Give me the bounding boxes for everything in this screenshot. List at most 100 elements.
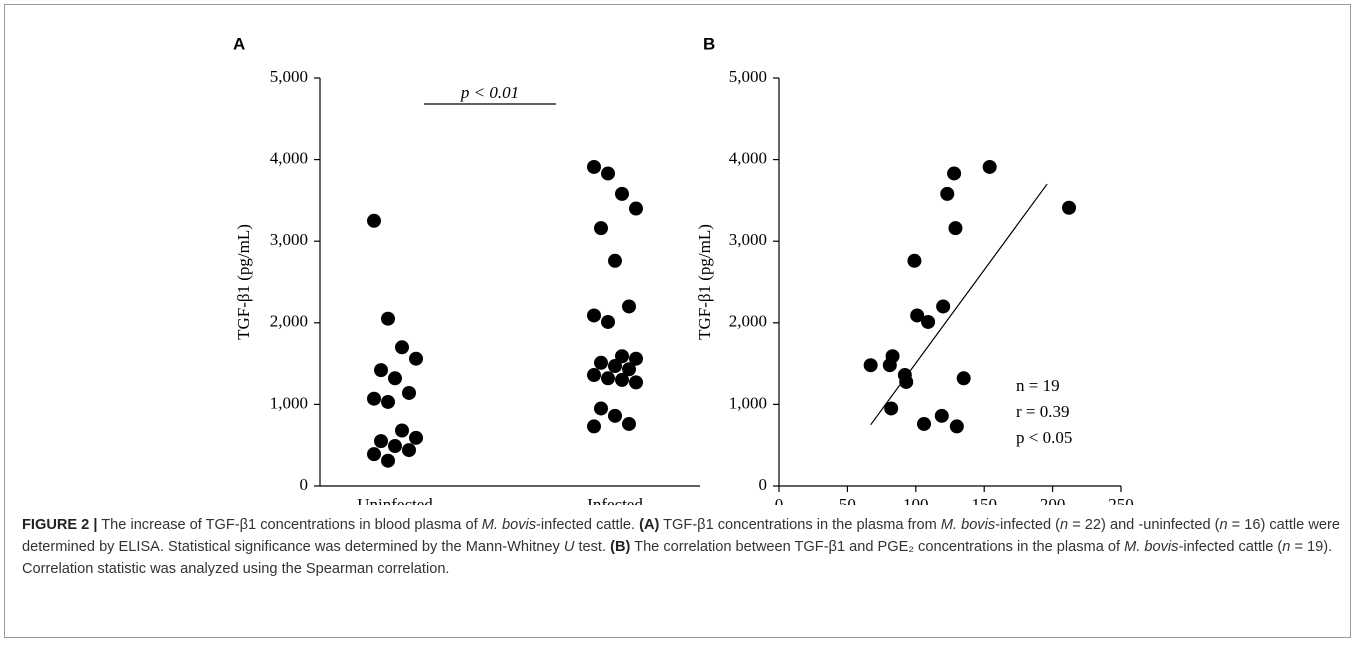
data-point <box>622 299 636 314</box>
y-tick-label: 1,000 <box>729 393 767 412</box>
y-tick-label: 4,000 <box>729 149 767 168</box>
data-point <box>615 372 629 387</box>
y-tick-label: 1,000 <box>270 393 308 412</box>
data-point <box>622 416 636 431</box>
data-point <box>982 159 997 174</box>
caption-text: = 22) and -uninfected ( <box>1068 517 1220 533</box>
caption-text: -infected cattle ( <box>1178 539 1283 555</box>
data-point <box>1062 200 1077 215</box>
data-point <box>956 371 971 386</box>
caption-text: The increase of TGF-β1 concentrations in… <box>97 517 482 533</box>
caption-text: -infected cattle. <box>536 517 640 533</box>
x-tick-label: 200 <box>1040 495 1066 505</box>
data-point <box>884 401 899 416</box>
significance-label: p < 0.01 <box>460 83 519 102</box>
data-point <box>367 447 381 462</box>
data-point <box>594 401 608 416</box>
data-point <box>622 362 636 377</box>
data-point <box>381 453 395 468</box>
data-point <box>367 391 381 406</box>
caption-text: n <box>1282 539 1291 555</box>
y-tick-label: 0 <box>759 475 768 494</box>
data-point <box>940 186 955 201</box>
data-point <box>863 358 878 373</box>
data-point <box>395 340 409 355</box>
caption-text: test. <box>574 539 611 555</box>
data-point <box>949 419 964 434</box>
data-point <box>402 385 416 400</box>
y-tick-label: 2,000 <box>729 312 767 331</box>
data-point <box>395 423 409 438</box>
caption-text: = 16) cattle were determined by ELISA. S… <box>22 517 1340 555</box>
data-point <box>608 359 622 374</box>
data-point <box>587 308 601 323</box>
y-axis-label: TGF-β1 (pg/mL) <box>695 224 714 340</box>
data-point <box>601 371 615 386</box>
caption-text: = 19). Correlation statistic was analyze… <box>22 539 1333 577</box>
y-tick-label: 5,000 <box>729 67 767 86</box>
data-point <box>615 186 629 201</box>
y-tick-label: 5,000 <box>270 67 308 86</box>
stat-annotation: p < 0.05 <box>1016 428 1072 447</box>
y-tick-label: 4,000 <box>270 149 308 168</box>
data-point <box>594 221 608 236</box>
data-point <box>921 314 936 329</box>
x-tick-label: 250 <box>1108 495 1134 505</box>
data-point <box>934 408 949 423</box>
data-point <box>381 394 395 409</box>
data-point <box>629 375 643 390</box>
y-tick-label: 2,000 <box>270 312 308 331</box>
data-point <box>629 201 643 216</box>
data-point <box>608 408 622 423</box>
data-point <box>374 434 388 449</box>
data-point <box>907 253 922 268</box>
x-tick-label: Infected <box>587 495 643 505</box>
data-point <box>388 439 402 454</box>
data-point <box>936 299 951 314</box>
data-point <box>587 159 601 174</box>
caption-text: (A) <box>639 517 660 533</box>
data-point <box>409 351 423 366</box>
y-tick-label: 3,000 <box>729 230 767 249</box>
data-point <box>388 371 402 386</box>
caption-text: n <box>1219 517 1228 533</box>
data-point <box>948 221 963 236</box>
chart: A 0 1,000 2,000 3,000 4,000 5,000 TGF-β1 (pg/mL… <box>233 34 1134 505</box>
caption-text: M. bovis <box>1124 539 1179 555</box>
data-point <box>381 311 395 326</box>
x-tick-label: 150 <box>971 495 997 505</box>
stat-annotation: r = 0.39 <box>1016 402 1070 421</box>
data-point <box>910 308 925 323</box>
data-point <box>899 374 914 389</box>
data-point <box>608 253 622 268</box>
x-tick-label: 100 <box>903 495 929 505</box>
caption-text: M. bovis <box>940 517 996 533</box>
caption-text: TGF-β1 concentrations in the plasma from <box>659 517 941 533</box>
data-point <box>587 368 601 383</box>
data-point <box>947 166 962 181</box>
caption-text: M. bovis <box>481 517 537 533</box>
caption-text: The correlation between TGF-β1 and PGE₂ … <box>630 539 1125 555</box>
panel-label: B <box>703 34 715 53</box>
caption-text: n <box>1060 517 1069 533</box>
data-point <box>601 314 615 329</box>
data-point <box>402 443 416 458</box>
data-point <box>409 430 423 445</box>
data-point <box>629 351 643 366</box>
y-axis-label: TGF-β1 (pg/mL) <box>234 224 253 340</box>
x-tick-label: 0 <box>775 495 784 505</box>
stat-annotation: n = 19 <box>1016 376 1060 395</box>
caption-label: FIGURE 2 | <box>22 517 98 533</box>
x-tick-label: 50 <box>839 495 856 505</box>
caption-text: U <box>563 539 575 555</box>
data-point <box>601 166 615 181</box>
data-point <box>587 419 601 434</box>
caption: FIGURE 2 | The increase of TGF-β1 concen… <box>22 514 1342 580</box>
figure-frame <box>4 4 1351 638</box>
data-point <box>615 349 629 364</box>
data-point <box>882 358 897 373</box>
x-tick-label: Uninfected <box>357 495 433 505</box>
y-tick-label: 0 <box>300 475 309 494</box>
data-point <box>594 355 608 370</box>
caption-text: -infected ( <box>995 517 1061 533</box>
